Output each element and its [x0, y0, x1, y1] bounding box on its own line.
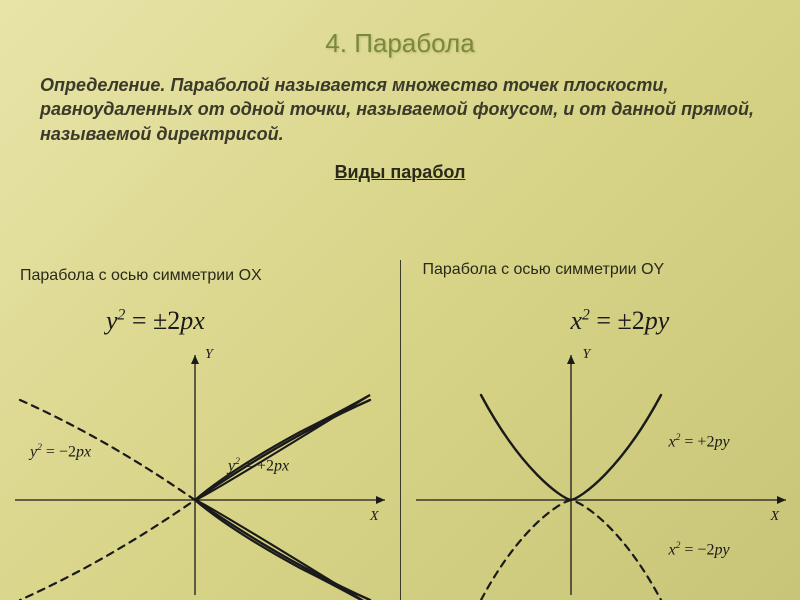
left-annotation-pos: y2 = +2px [228, 456, 289, 475]
definition-block: Определение. Параболой называется множес… [0, 59, 800, 146]
right-axis-y-label: Y [583, 347, 591, 363]
right-annotation-pos: x2 = +2py [669, 432, 730, 451]
right-chart-caption: Парабола с осью симметрии OY [423, 260, 763, 279]
subtitle: Виды парабол [0, 162, 800, 183]
right-axis-x-label: X [771, 509, 780, 525]
left-chart: Парабола с осью симметрии OX y2 = ±2px Y… [0, 260, 400, 600]
page-title: 4. Парабола [0, 0, 800, 59]
left-axis-x-label: X [370, 509, 379, 525]
charts-row: Парабола с осью симметрии OX y2 = ±2px Y… [0, 260, 800, 600]
left-chart-svg [0, 340, 400, 600]
right-main-formula: x2 = ±2py [571, 306, 670, 336]
right-chart: Парабола с осью симметрии OY x2 = ±2py Y… [401, 260, 800, 600]
left-annotation-neg: y2 = −2px [30, 442, 91, 461]
definition-label: Определение. [40, 75, 165, 95]
left-chart-caption: Парабола с осью симметрии OX [20, 266, 262, 285]
right-annotation-neg: x2 = −2py [669, 540, 730, 559]
right-chart-svg [401, 340, 800, 600]
left-axis-y-label: Y [205, 347, 213, 363]
left-main-formula: y2 = ±2px [106, 306, 205, 336]
